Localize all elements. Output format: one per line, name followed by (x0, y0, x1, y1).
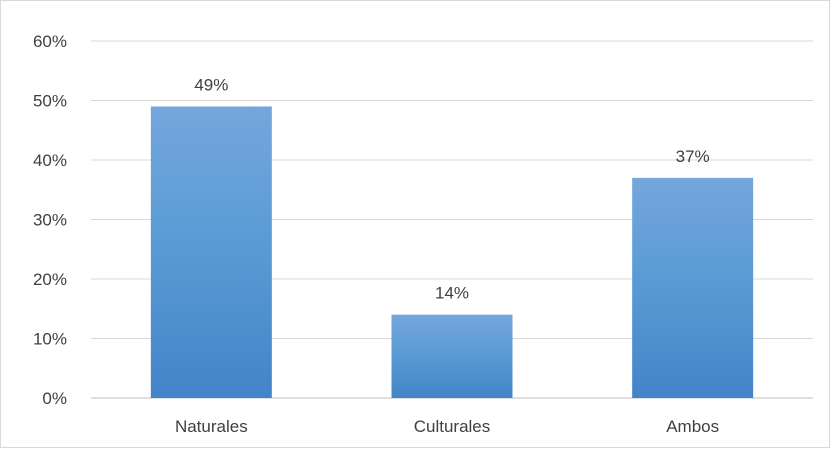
data-label: 49% (194, 75, 228, 94)
bar-culturales (391, 314, 513, 398)
labels: 0% 10% 20% 30% 40% 50% 60% 49% Naturales 14% Cultu… (33, 32, 719, 436)
bar-ambos (632, 177, 754, 398)
x-category-label: Ambos (666, 417, 719, 436)
y-tick-label: 60% (33, 32, 67, 51)
y-tick-label: 0% (42, 389, 67, 408)
bar-naturales (150, 106, 272, 398)
y-tick-label: 40% (33, 151, 67, 170)
x-category-label: Naturales (175, 417, 248, 436)
data-label: 37% (676, 147, 710, 166)
data-label: 14% (435, 284, 469, 303)
y-tick-label: 30% (33, 211, 67, 230)
y-tick-label: 50% (33, 92, 67, 111)
y-tick-label: 10% (33, 330, 67, 349)
x-category-label: Culturales (414, 417, 491, 436)
y-tick-label: 20% (33, 270, 67, 289)
bars (150, 106, 754, 398)
